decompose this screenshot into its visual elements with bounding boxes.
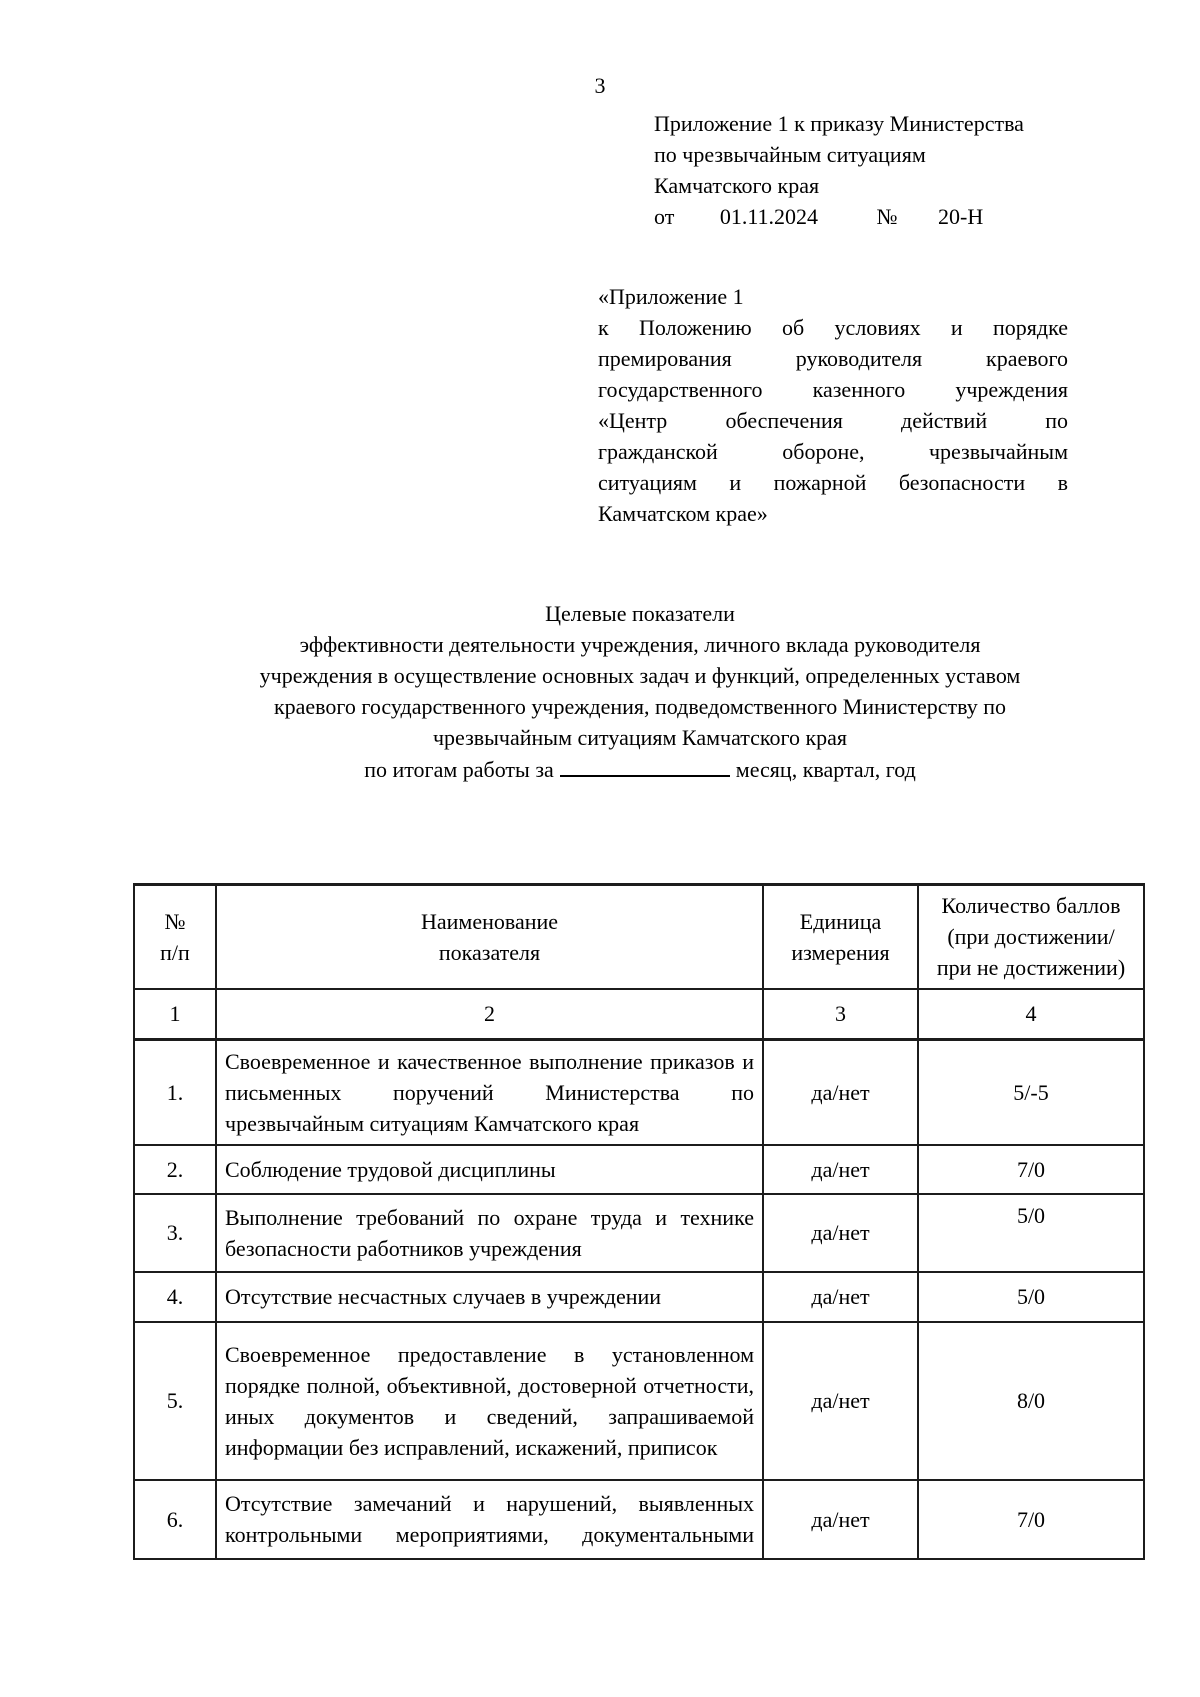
appendix-order-line: Приложение 1 к приказу Министерства <box>654 111 1024 136</box>
title-line: краевого государственного учреждения, по… <box>273 694 1007 719</box>
title-line: Целевые показатели <box>545 601 735 626</box>
appendix-provision-line: премирования руководителя краевого <box>598 346 1068 371</box>
row-num-cell: 3. <box>133 1192 217 1273</box>
appendix-provision-line: государственного казенного учреждения <box>598 377 1068 402</box>
order-date-line: от 01.11.2024 № 20-Н <box>654 201 1124 232</box>
table-row: 1. Своевременное и качественное выполнен… <box>133 1038 1145 1146</box>
row-num-cell: 5. <box>133 1320 217 1481</box>
row-score-cell: 7/0 <box>917 1478 1145 1560</box>
order-number-sign: № <box>876 204 898 229</box>
row-name-cell: Отсутствие замечаний и нарушений, выявле… <box>215 1478 764 1560</box>
title-line: эффективности деятельности учреждения, л… <box>299 632 981 657</box>
title-line: чрезвычайным ситуациям Камчатского края <box>432 725 848 750</box>
table-row: 2. Соблюдение трудовой дисциплины да/нет… <box>133 1143 1145 1195</box>
appendix-order-line: Камчатского края <box>654 173 820 198</box>
table-row: 3. Выполнение требований по охране труда… <box>133 1192 1145 1273</box>
column-number: 3 <box>762 987 919 1041</box>
appendix-provision-line: ситуациям и пожарной безопасности в <box>598 470 1068 495</box>
table-row: 4. Отсутствие несчастных случаев в учреж… <box>133 1270 1145 1323</box>
targets-table: № п/п Наименование показателя Единица из… <box>133 883 1145 1560</box>
row-unit-cell: да/нет <box>762 1143 919 1195</box>
column-numbers-row: 1 2 3 4 <box>133 987 1145 1041</box>
report-period-suffix: месяц, квартал, год <box>735 757 916 782</box>
appendix-provision-line: «Приложение 1 <box>598 284 744 309</box>
header-cell-num: № п/п <box>133 883 217 990</box>
appendix-provision-line: «Центр обеспечения действий по <box>598 408 1068 433</box>
column-number: 1 <box>133 987 217 1041</box>
row-unit-cell: да/нет <box>762 1478 919 1560</box>
column-number: 2 <box>215 987 764 1041</box>
column-number: 4 <box>917 987 1145 1041</box>
row-score-cell: 5/0 <box>917 1270 1145 1323</box>
row-score-cell: 5/-5 <box>917 1038 1145 1146</box>
row-num-cell: 1. <box>133 1038 217 1146</box>
appendix-provision-line: гражданской обороне, чрезвычайным <box>598 439 1068 464</box>
page-number: 3 <box>594 73 606 98</box>
header-cell-unit: Единица измерения <box>762 883 919 990</box>
table-row: 6. Отсутствие замечаний и нарушений, выя… <box>133 1478 1145 1560</box>
table-header-row: № п/п Наименование показателя Единица из… <box>133 883 1145 990</box>
report-period-line: по итогам работы за месяц, квартал, год <box>95 753 1185 785</box>
appendix-order-block: Приложение 1 к приказу Министерства по ч… <box>654 108 1124 232</box>
row-unit-cell: да/нет <box>762 1270 919 1323</box>
order-date-label: от <box>654 204 675 229</box>
report-period-prefix: по итогам работы за <box>364 757 554 782</box>
row-unit-cell: да/нет <box>762 1320 919 1481</box>
order-date: 01.11.2024 <box>719 204 819 229</box>
title-line: учреждения в осуществление основных зада… <box>259 663 1021 688</box>
appendix-order-line: по чрезвычайным ситуациям <box>654 142 926 167</box>
document-title: Целевые показатели эффективности деятель… <box>95 598 1185 785</box>
row-name-cell: Соблюдение трудовой дисциплины <box>215 1143 764 1195</box>
row-name-cell: Своевременное и качественное выполнение … <box>215 1038 764 1146</box>
appendix-provision-line: к Положению об условиях и порядке <box>598 315 1068 340</box>
row-unit-cell: да/нет <box>762 1192 919 1273</box>
row-num-cell: 4. <box>133 1270 217 1323</box>
row-score-cell: 7/0 <box>917 1143 1145 1195</box>
appendix-provision-line: Камчатском крае» <box>598 501 768 526</box>
header-cell-name: Наименование показателя <box>215 883 764 990</box>
table-row: 5. Своевременное предоставление в устано… <box>133 1320 1145 1481</box>
row-name-cell: Своевременное предоставление в установле… <box>215 1320 764 1481</box>
row-num-cell: 6. <box>133 1478 217 1560</box>
row-num-cell: 2. <box>133 1143 217 1195</box>
row-score-cell: 8/0 <box>917 1320 1145 1481</box>
order-number: 20-Н <box>938 204 984 229</box>
report-period-blank-field <box>559 753 730 777</box>
header-cell-score: Количество баллов (при достижении/ при н… <box>917 883 1145 990</box>
row-unit-cell: да/нет <box>762 1038 919 1146</box>
row-name-cell: Отсутствие несчастных случаев в учрежден… <box>215 1270 764 1323</box>
row-score-cell: 5/0 <box>917 1192 1145 1273</box>
appendix-provision-block: «Приложение 1 к Положению об условиях и … <box>598 281 1068 529</box>
row-name-cell: Выполнение требований по охране труда и … <box>215 1192 764 1273</box>
